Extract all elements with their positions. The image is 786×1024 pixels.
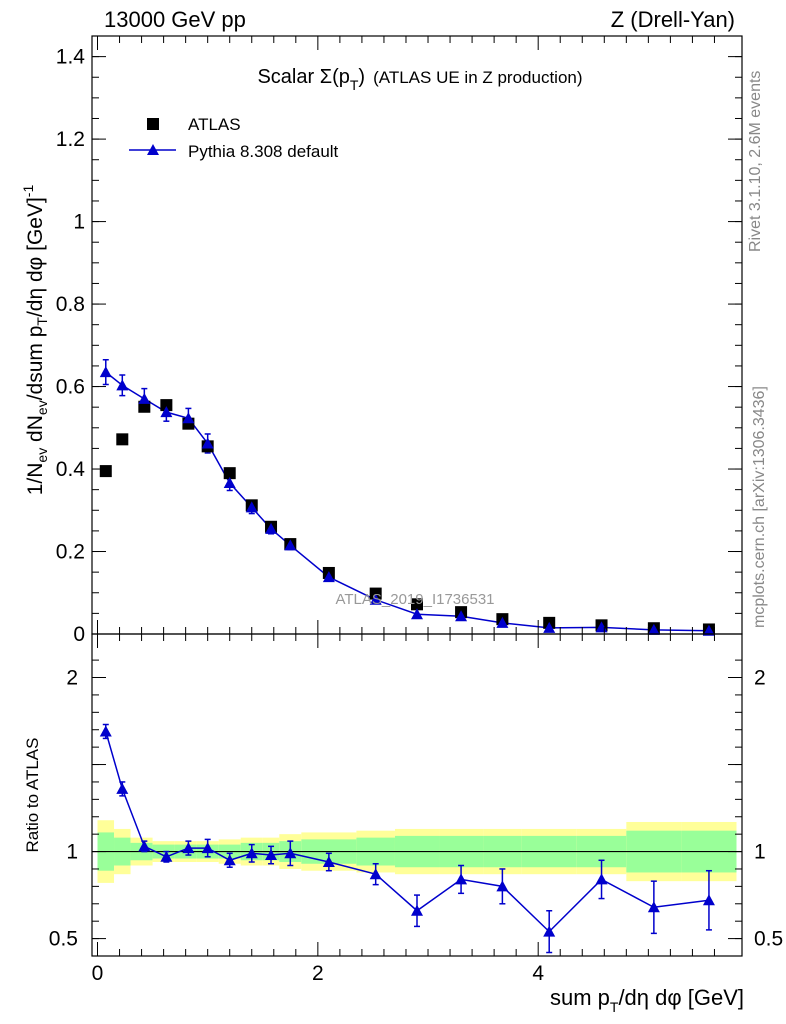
mc-point	[265, 522, 278, 534]
ratio-frame	[91, 633, 743, 957]
mc-point	[543, 621, 556, 633]
ratio-panel: Ratio to ATLAS sum pT/dη dφ [GeV]	[23, 723, 744, 1015]
legend-mc-marker	[147, 144, 159, 155]
ratio-mc-point	[411, 904, 423, 916]
ratio-mc-point	[647, 901, 660, 913]
x-tick-label: 4	[532, 962, 544, 985]
mcplots-label: mcplots.cern.ch [arXiv:1306.3436]	[751, 386, 768, 628]
ratio-y-tick-label: 0.5	[49, 928, 78, 951]
ratio-mc-point	[116, 782, 129, 794]
ratio-mc-point	[369, 868, 382, 880]
ratio-data-layer	[92, 723, 742, 954]
mc-point	[182, 412, 195, 424]
atlas-data-point	[369, 587, 382, 600]
main-ylabel: 1/Nev dNev/dsum pT/dη dφ [GeV]-1	[20, 185, 50, 496]
main-panel: ATLAS_2019_I1736531 Scalar Σ(pT) (ATLAS U…	[20, 66, 715, 636]
y-tick-label: 0	[73, 623, 85, 646]
ratio-y-tick-label: 1	[66, 841, 78, 864]
mc-point	[245, 501, 258, 513]
mc-point	[201, 437, 214, 449]
ratio-mc-point	[543, 925, 556, 937]
ratio-ylabel: Ratio to ATLAS	[23, 738, 42, 853]
title-sigma: Σ(p	[320, 66, 350, 88]
ratio-mc-point	[99, 725, 112, 737]
mc-point	[647, 623, 660, 635]
header-right: Z (Drell-Yan)	[611, 7, 735, 32]
y-tick-label: 1.2	[56, 128, 85, 151]
atlas-data-point	[99, 465, 112, 478]
mc-point	[496, 616, 509, 628]
ratio-y-tick-label-right: 0.5	[754, 928, 783, 951]
mc-point	[99, 366, 112, 378]
title-close: )	[358, 66, 365, 88]
x-tick-label: 2	[312, 962, 324, 985]
legend-data-label: ATLAS	[188, 115, 241, 134]
ratio-mc-point	[223, 854, 236, 866]
title-word: Scalar	[257, 66, 319, 88]
atlas-data-point	[116, 433, 129, 446]
xlabel-main: sum p	[550, 985, 610, 1010]
ratio-mc-point	[245, 847, 258, 859]
x-tick-label: 0	[92, 962, 104, 985]
mc-point	[284, 539, 297, 551]
mc-point	[223, 477, 236, 489]
xlabel-rest: /dη dφ [GeV]	[618, 985, 744, 1010]
mc-point	[702, 624, 715, 636]
mc-point	[160, 406, 173, 418]
ratio-mc-point	[265, 849, 278, 861]
title-rest: (ATLAS UE in Z production)	[373, 68, 582, 87]
atlas-data-point	[160, 399, 173, 412]
main-title: Scalar Σ(pT) (ATLAS UE in Z production)	[257, 66, 582, 93]
x-axis-label: sum pT/dη dφ [GeV]	[550, 985, 744, 1015]
mc-point	[138, 392, 151, 404]
ratio-mc-point	[322, 856, 335, 868]
ratio-y-tick-label-right: 1	[754, 841, 766, 864]
xlabel-sub: T	[610, 999, 619, 1015]
legend-mc-label: Pythia 8.308 default	[188, 142, 339, 161]
mc-point	[411, 608, 423, 620]
atlas-data-point	[411, 598, 423, 611]
ratio-mc-point	[201, 842, 214, 854]
y-tick-label: 0.2	[56, 541, 85, 564]
y-tick-label: 0.6	[56, 376, 85, 399]
ratio-y-tick-label: 2	[66, 667, 78, 690]
ratio-mc-point	[702, 894, 715, 906]
mc-point	[455, 610, 468, 622]
mc-point	[322, 571, 335, 583]
atlas-data-point	[223, 467, 236, 480]
header-left: 13000 GeV pp	[104, 7, 246, 32]
y-tick-label: 0.4	[56, 458, 86, 481]
main-data-layer	[99, 358, 715, 636]
ratio-mc-point	[182, 842, 195, 854]
y-tick-label: 0.8	[56, 293, 85, 316]
y-tick-label: 1.4	[56, 46, 86, 69]
ratio-y-tick-label-right: 2	[754, 667, 766, 690]
legend: ATLAS Pythia 8.308 default	[129, 115, 339, 161]
ratio-mc-point	[455, 873, 468, 885]
legend-data-marker	[147, 118, 159, 130]
title-sub: T	[350, 77, 359, 93]
ratio-mc-point	[595, 873, 608, 885]
rivet-label: Rivet 3.1.10, 2.6M events	[747, 71, 764, 252]
mc-point	[369, 593, 382, 605]
ratio-mc-point	[160, 850, 173, 862]
ratio-mc-point	[284, 847, 297, 859]
mc-point	[116, 379, 129, 391]
y-tick-label: 1	[73, 211, 85, 234]
watermark: ATLAS_2019_I1736531	[335, 591, 494, 608]
ratio-mc-point	[138, 840, 151, 852]
ratio-mc-point	[496, 880, 509, 892]
